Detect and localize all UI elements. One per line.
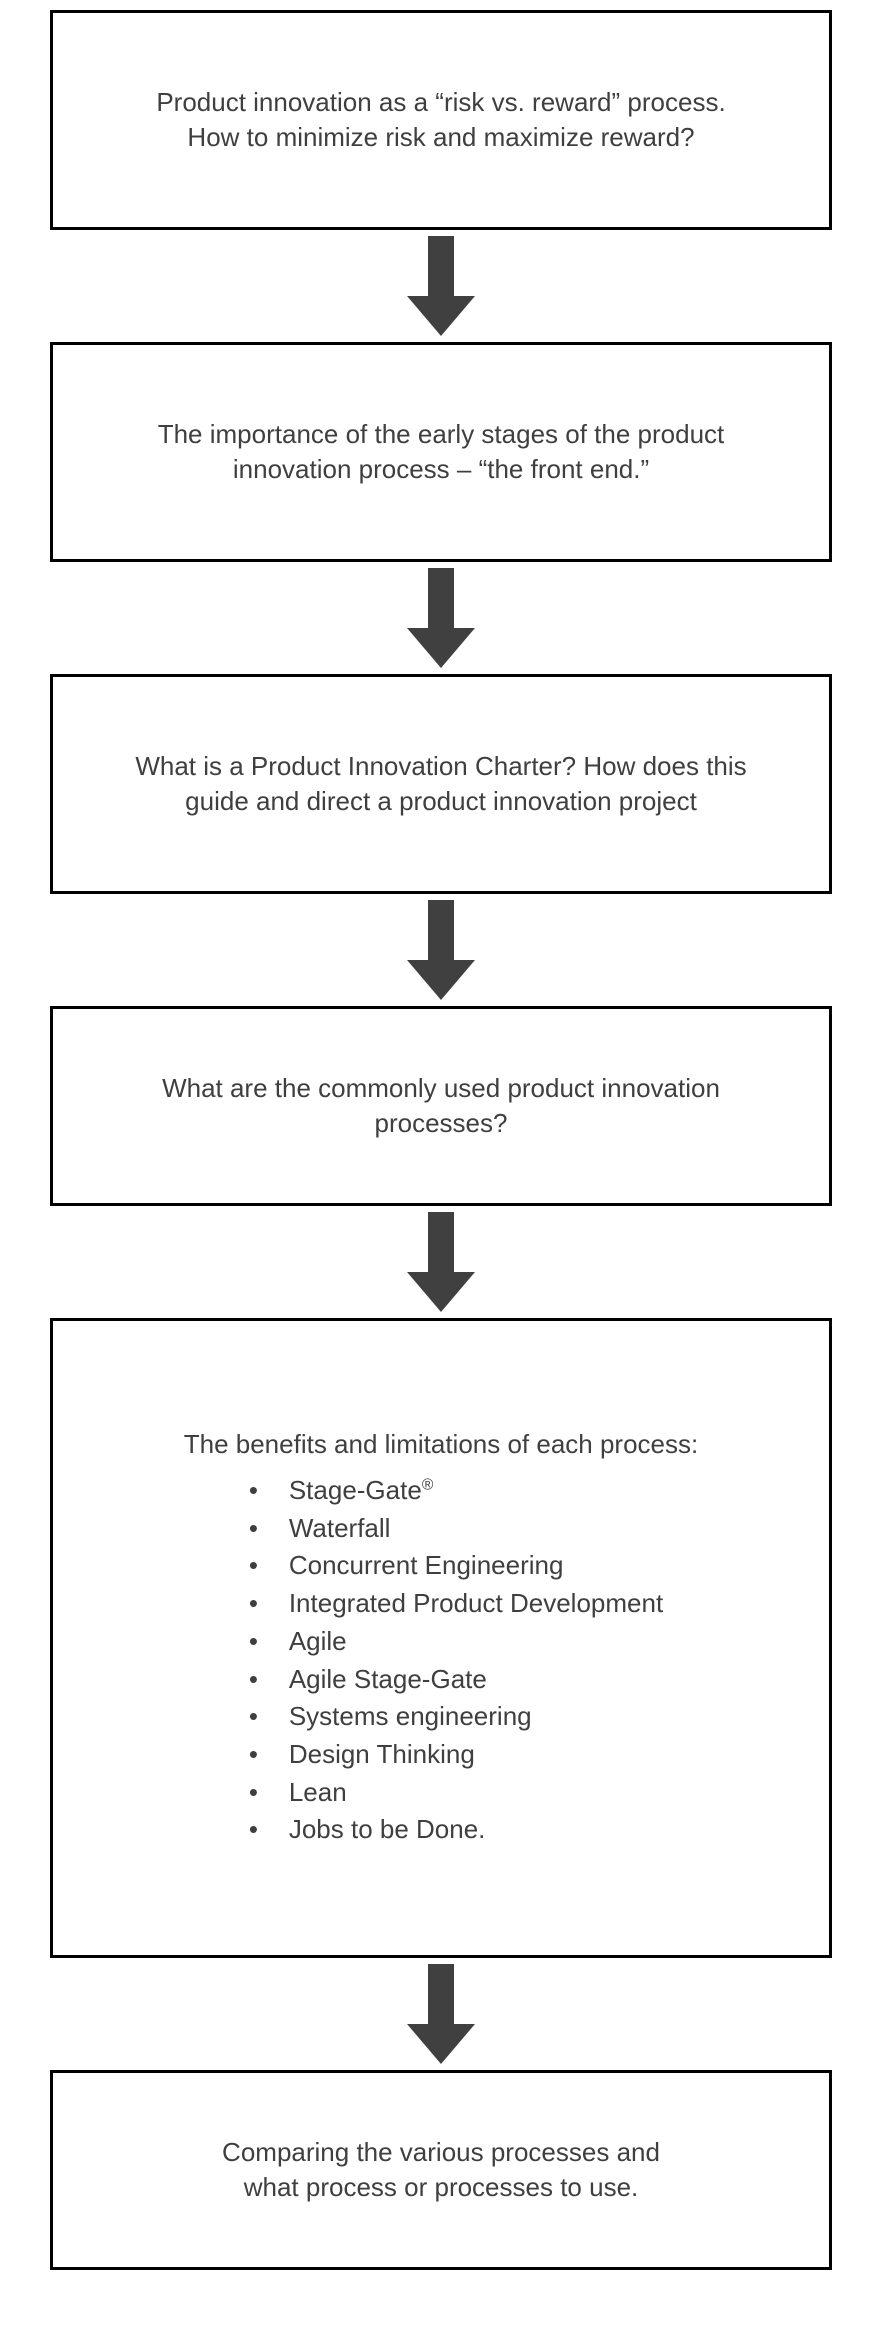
bullet-item: Lean [219,1774,663,1812]
flow-node-5-bullets: Stage-Gate® Waterfall Concurrent Enginee… [219,1472,663,1849]
arrow-down-icon [407,1964,475,2064]
flow-node-3-line1: What is a Product Innovation Charter? Ho… [135,749,746,784]
flow-node-2-line1: The importance of the early stages of th… [158,417,725,452]
bullet-item: Integrated Product Development [219,1585,663,1623]
flow-node-3: What is a Product Innovation Charter? Ho… [50,674,832,894]
bullet-item: Stage-Gate® [219,1472,663,1510]
bullet-item: Concurrent Engineering [219,1547,663,1585]
flow-node-1: Product innovation as a “risk vs. reward… [50,10,832,230]
flow-node-2-line2: innovation process – “the front end.” [233,452,649,487]
arrow-down-icon [407,236,475,336]
flow-node-2: The importance of the early stages of th… [50,342,832,562]
arrow-down-icon [407,900,475,1000]
bullet-item: Design Thinking [219,1736,663,1774]
arrow-down-icon [407,568,475,668]
bullet-item: Systems engineering [219,1698,663,1736]
flow-node-3-line2: guide and direct a product innovation pr… [185,784,697,819]
arrow-down-icon [407,1212,475,1312]
flow-node-4-line1: What are the commonly used product innov… [162,1071,720,1106]
flow-node-4-line2: processes? [375,1106,508,1141]
flow-node-5-lead: The benefits and limitations of each pro… [184,1427,699,1462]
flow-node-6: Comparing the various processes and what… [50,2070,832,2270]
flow-node-5: The benefits and limitations of each pro… [50,1318,832,1958]
flow-node-6-line1: Comparing the various processes and [222,2135,660,2170]
bullet-item: Agile Stage-Gate [219,1661,663,1699]
flow-node-6-line2: what process or processes to use. [244,2170,639,2205]
bullet-item: Waterfall [219,1510,663,1548]
bullet-item: Jobs to be Done. [219,1811,663,1849]
flow-node-4: What are the commonly used product innov… [50,1006,832,1206]
bullet-item: Agile [219,1623,663,1661]
flow-node-1-line1: Product innovation as a “risk vs. reward… [156,85,725,120]
registered-icon: ® [422,1476,434,1493]
flow-node-1-line2: How to minimize risk and maximize reward… [187,120,694,155]
